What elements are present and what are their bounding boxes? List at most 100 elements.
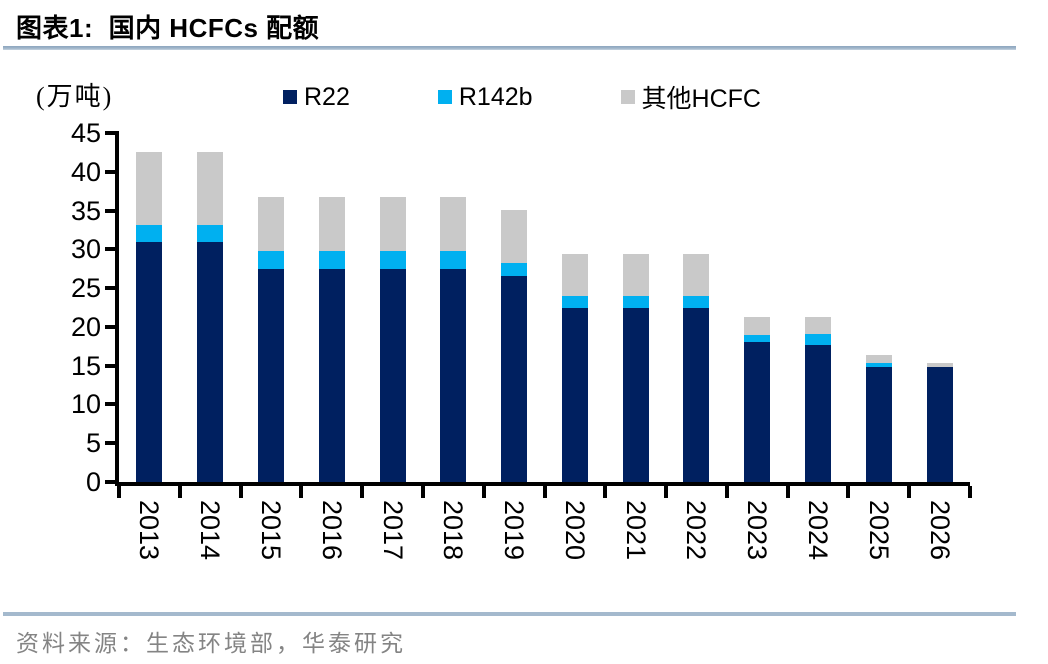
- bar-segment-R22: [197, 242, 224, 482]
- x-axis-label: 2020: [559, 499, 590, 561]
- x-axis-label: 2024: [803, 499, 834, 561]
- bar-segment-其他HCFC: [197, 151, 224, 225]
- y-axis-tick: [105, 286, 119, 291]
- bar-segment-R142b: [561, 295, 588, 309]
- x-axis-tick: [907, 486, 912, 498]
- legend-item: 其他HCFC: [620, 79, 761, 115]
- x-axis-label: 2022: [681, 499, 712, 561]
- bar-segment-R142b: [318, 250, 345, 269]
- bar-segment-R22: [136, 242, 163, 482]
- bar-segment-R22: [379, 268, 406, 482]
- y-axis-tick: [105, 402, 119, 407]
- bar-segment-其他HCFC: [501, 209, 528, 264]
- legend-swatch-R22: [283, 90, 297, 104]
- legend-label: R142b: [458, 82, 533, 111]
- chart-title: 图表1: 国内 HCFCs 配额: [16, 13, 320, 43]
- x-axis-tick: [117, 486, 121, 498]
- y-axis-label: 5: [85, 428, 101, 459]
- legend: R22 R142b 其他HCFC: [283, 79, 761, 115]
- x-axis-label: 2021: [620, 499, 651, 561]
- x-axis-label: 2018: [438, 499, 469, 561]
- y-axis-tick: [105, 363, 119, 368]
- x-axis-tick: [299, 486, 304, 498]
- y-axis-tick: [105, 169, 119, 174]
- bar-segment-R22: [865, 367, 892, 482]
- x-axis-tick: [724, 486, 729, 498]
- bar-segment-其他HCFC: [744, 316, 771, 335]
- x-axis-label: 2025: [863, 499, 894, 561]
- y-axis-label: 10: [70, 389, 101, 420]
- y-axis-tick: [105, 247, 119, 252]
- bar-segment-其他HCFC: [926, 363, 953, 368]
- bar-segment-R22: [926, 367, 953, 482]
- bar-segment-R22: [318, 268, 345, 482]
- bar-segment-其他HCFC: [561, 254, 588, 296]
- bar-segment-R142b: [136, 224, 163, 243]
- y-axis-label: 0: [85, 467, 101, 497]
- y-axis-unit-label: (万吨): [36, 82, 114, 111]
- bar-segment-其他HCFC: [440, 197, 467, 251]
- y-axis-tick: [105, 480, 119, 484]
- bar-segment-R142b: [440, 250, 467, 269]
- bar-segment-R142b: [744, 334, 771, 342]
- y-axis-tick: [105, 208, 119, 213]
- bar-segment-R142b: [379, 250, 406, 269]
- x-axis-tick: [785, 486, 790, 498]
- source-note: 资料来源：生态环境部，华泰研究: [16, 631, 406, 656]
- bar-segment-R22: [683, 308, 710, 482]
- y-axis-tick: [105, 131, 119, 135]
- x-axis-label: 2013: [134, 499, 165, 561]
- bar-segment-R142b: [865, 363, 892, 368]
- x-axis-tick: [542, 486, 547, 498]
- plot-area: 45 40 35 30 25 20 15 10 5 0 2013 2014 2015 2016 2017 20…: [71, 118, 972, 560]
- y-axis-tick: [105, 324, 119, 329]
- title-underline: [3, 46, 1016, 50]
- bar-segment-其他HCFC: [683, 254, 710, 296]
- bar-segment-R22: [622, 308, 649, 482]
- x-axis-label: 2026: [924, 499, 955, 561]
- bar-segment-R142b: [622, 295, 649, 309]
- x-axis-tick: [481, 486, 486, 498]
- x-axis-tick: [846, 486, 851, 498]
- bar-segment-其他HCFC: [379, 197, 406, 251]
- y-axis-label: 25: [70, 273, 101, 304]
- y-axis-label: 45: [70, 118, 101, 148]
- y-axis-label: 30: [70, 234, 101, 265]
- y-axis-label: 20: [70, 311, 101, 342]
- y-axis-label: 40: [70, 156, 101, 187]
- x-axis-label: 2023: [742, 499, 773, 561]
- bar-segment-R22: [744, 341, 771, 482]
- bar-segment-其他HCFC: [318, 197, 345, 251]
- x-axis-label: 2019: [499, 499, 530, 561]
- bar-segment-其他HCFC: [865, 354, 892, 364]
- x-axis-tick: [968, 486, 972, 498]
- legend-swatch-其他HCFC: [620, 90, 635, 104]
- y-axis-label: 35: [70, 195, 101, 226]
- bar-segment-R22: [805, 344, 832, 482]
- bar-segment-其他HCFC: [257, 197, 284, 251]
- bar-segment-R22: [440, 268, 467, 482]
- x-axis-label: 2016: [316, 499, 347, 561]
- bar-segment-R22: [501, 275, 528, 482]
- legend-label: R22: [304, 82, 350, 111]
- footer-divider: [3, 612, 1016, 616]
- x-axis-label: 2015: [255, 499, 286, 561]
- bar-segment-其他HCFC: [805, 316, 832, 334]
- bar-segment-R142b: [257, 250, 284, 269]
- legend-swatch-R142b: [437, 90, 452, 104]
- x-axis-tick: [238, 486, 243, 498]
- x-axis-tick: [603, 486, 608, 498]
- bar-segment-R142b: [197, 224, 224, 243]
- bar-segment-其他HCFC: [136, 151, 163, 225]
- x-axis-tick: [420, 486, 425, 498]
- x-axis-tick: [177, 486, 182, 498]
- bar-segment-R142b: [805, 333, 832, 345]
- legend-label: 其他HCFC: [641, 85, 761, 113]
- x-axis-label: 2014: [195, 499, 226, 561]
- bar-segment-R22: [561, 308, 588, 482]
- x-axis-label: 2017: [377, 499, 408, 561]
- y-axis-label: 15: [70, 350, 101, 381]
- bar-segment-R142b: [683, 295, 710, 309]
- legend-item: R22: [283, 83, 350, 112]
